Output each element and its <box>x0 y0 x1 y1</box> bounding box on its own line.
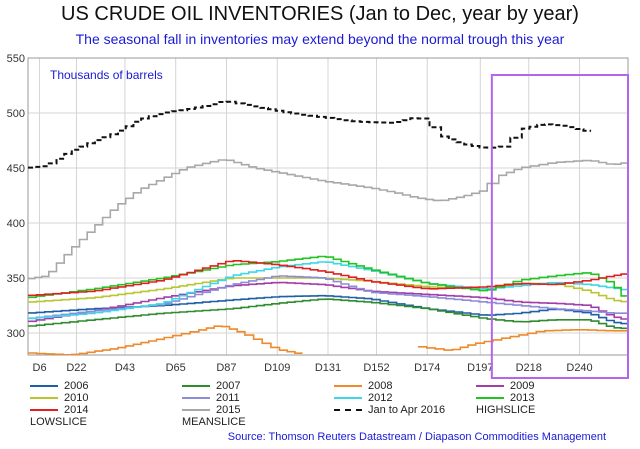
chart-canvas: 300 350 400 450 500 550 D6 D22 D43 D65 D87 D109 D131… <box>7 53 629 379</box>
y-tick-label: 550 <box>7 53 25 65</box>
legend-label: 2008 <box>368 380 393 393</box>
x-tick-label: D240 <box>566 362 592 374</box>
x-tick-label: D109 <box>264 362 290 374</box>
legend-label: 2010 <box>64 392 89 405</box>
legend-label: 2006 <box>64 380 89 393</box>
y-tick-label: 400 <box>7 218 25 230</box>
series-group <box>28 100 628 355</box>
legend-label: 2009 <box>510 380 535 393</box>
legend-swatch <box>476 397 504 400</box>
legend-label: 2007 <box>216 380 241 393</box>
x-tick-label: D197 <box>467 362 493 374</box>
legend-item: LOWSLICE <box>30 416 87 428</box>
series-line-10 <box>28 100 592 169</box>
x-tick-label: D65 <box>166 362 186 374</box>
chart-subtitle: The seasonal fall in inventories may ext… <box>75 31 565 47</box>
legend-swatch <box>182 397 210 400</box>
series-line-9 <box>28 159 628 280</box>
x-tick-label: D152 <box>363 362 389 374</box>
legend-item: 2011 <box>182 392 240 404</box>
source-note: Source: Thomson Reuters Datastream / Dia… <box>227 431 606 443</box>
y-tick-label: 350 <box>7 273 25 285</box>
legend-item: 2014 <box>30 404 88 416</box>
x-tick-label: D87 <box>216 362 236 374</box>
legend-swatch <box>30 385 58 388</box>
x-tick-label: D22 <box>66 362 86 374</box>
legend-item: Jan to Apr 2016 <box>334 404 445 416</box>
chart-title: US CRUDE OIL INVENTORIES (Jan to Dec, ye… <box>61 3 579 25</box>
y-tick-label: 300 <box>7 328 25 340</box>
legend-swatch <box>30 409 58 412</box>
legend-swatch <box>334 397 362 400</box>
legend-swatch <box>30 397 58 400</box>
legend-label: LOWSLICE <box>30 416 87 429</box>
series-line-7 <box>28 255 628 299</box>
x-tick-label: D174 <box>414 362 440 374</box>
legend-label: MEANSLICE <box>182 416 246 429</box>
legend-label: HIGHSLICE <box>476 404 536 417</box>
legend: 2006 2007 2008 2009 2010 2011 2012 2013 2014 2015… <box>30 380 640 428</box>
legend-swatch <box>182 385 210 388</box>
x-tick-label: D218 <box>516 362 542 374</box>
series-line-2 <box>28 325 303 355</box>
x-tick-label: D43 <box>115 362 135 374</box>
legend-item: 2006 <box>30 380 88 392</box>
y-tick-label: 500 <box>7 108 25 120</box>
legend-swatch <box>182 409 210 412</box>
legend-label: 2014 <box>64 404 89 417</box>
legend-item: 2010 <box>30 392 88 404</box>
x-tick-label: D131 <box>315 362 341 374</box>
legend-item: 2009 <box>476 380 534 392</box>
legend-label: 2011 <box>216 392 240 405</box>
legend-item: 2008 <box>334 380 392 392</box>
legend-swatch <box>476 385 504 388</box>
series-line-6 <box>28 261 628 320</box>
legend-item: MEANSLICE <box>182 416 246 428</box>
x-tick-label: D6 <box>33 362 47 374</box>
legend-item: HIGHSLICE <box>476 404 535 416</box>
series-line-8 <box>28 260 628 297</box>
legend-item: 2012 <box>334 392 392 404</box>
legend-label: Jan to Apr 2016 <box>368 404 446 417</box>
legend-swatch <box>334 409 362 412</box>
series-line-1 <box>28 298 628 330</box>
legend-label: 2012 <box>368 392 393 405</box>
legend-item: 2015 <box>182 404 240 416</box>
unit-label: Thousands of barrels <box>50 68 163 82</box>
legend-item: 2013 <box>476 392 534 404</box>
series-line-3 <box>28 281 628 323</box>
highlight-box <box>490 74 629 379</box>
y-tick-label: 450 <box>7 163 25 175</box>
legend-label: 2013 <box>510 392 535 405</box>
legend-label: 2015 <box>216 404 241 417</box>
legend-swatch <box>334 385 362 388</box>
series-line-2 <box>418 329 628 351</box>
legend-item: 2007 <box>182 380 240 392</box>
